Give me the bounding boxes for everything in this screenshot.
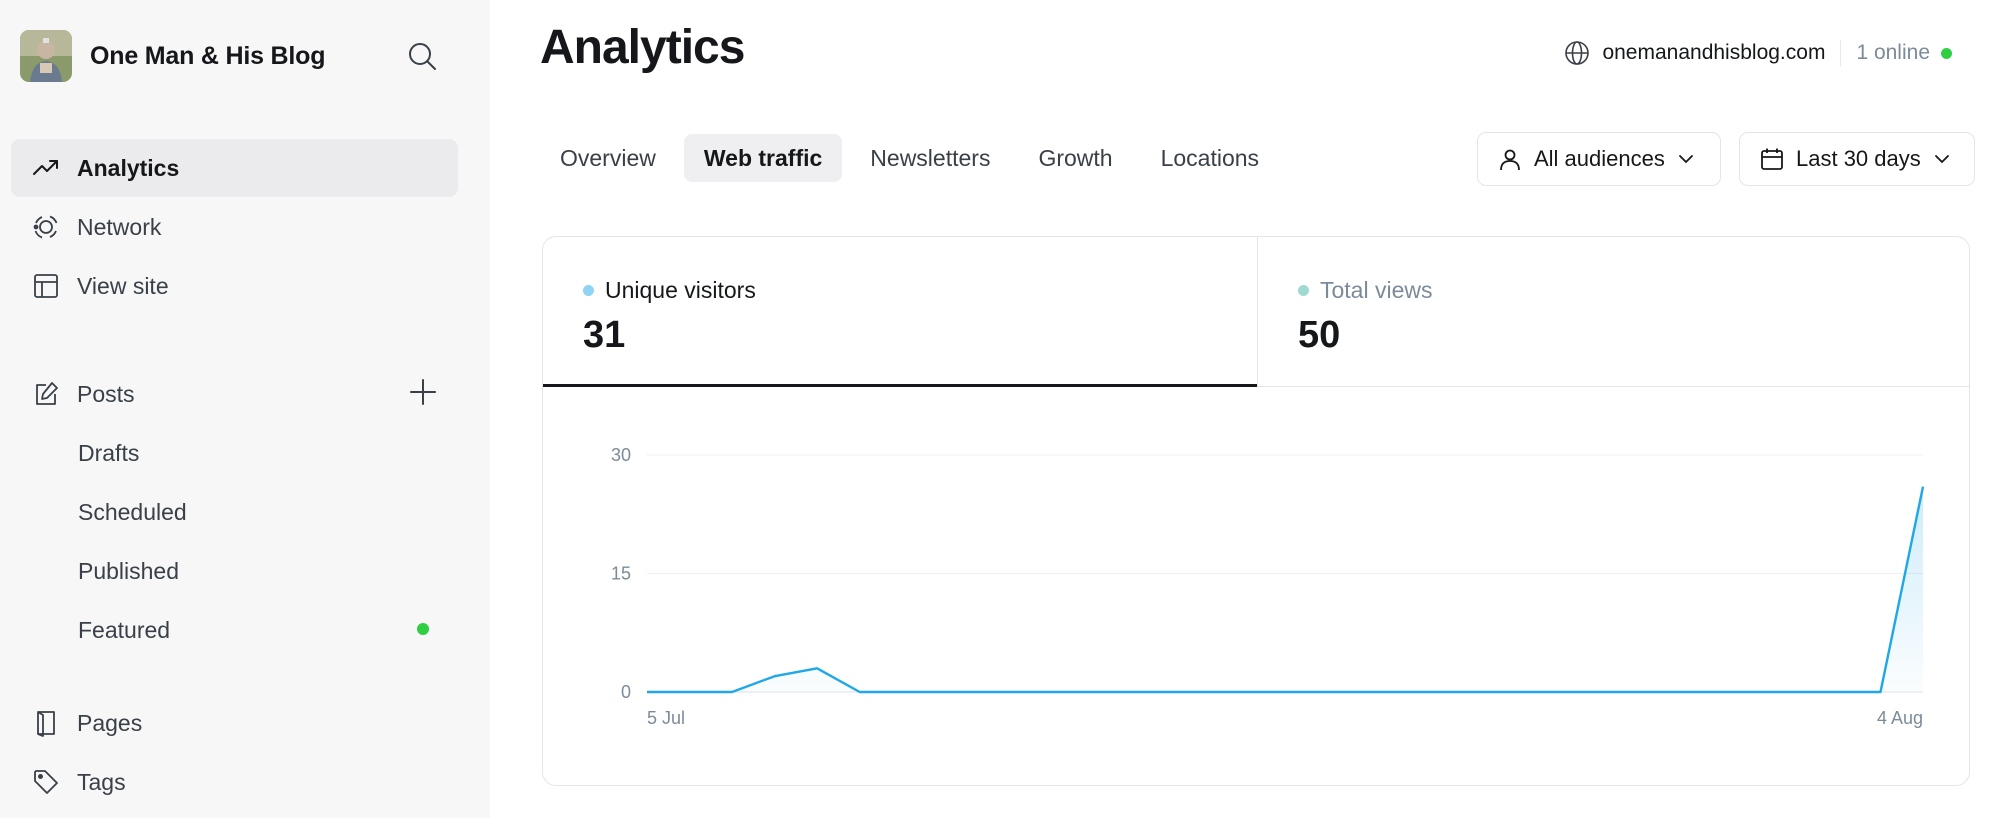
sidebar-item-drafts[interactable]: Drafts <box>11 427 458 479</box>
tab-locations[interactable]: Locations <box>1160 144 1260 171</box>
series-dot <box>583 285 594 296</box>
online-count: 1 online <box>1856 41 1930 64</box>
page-title: Analytics <box>540 21 745 74</box>
sidebar-item-scheduled[interactable]: Scheduled <box>11 486 458 538</box>
globe-icon <box>1565 41 1590 65</box>
date-range-dropdown[interactable]: Last 30 days <box>1739 132 1975 186</box>
sidebar-item-posts[interactable]: Posts <box>11 365 458 423</box>
sidebar-item-published[interactable]: Published <box>11 545 458 597</box>
sidebar-item-tags[interactable]: Tags <box>11 753 458 811</box>
kpi-value: 50 <box>1298 314 1341 356</box>
kpi-unique-visitors[interactable]: Unique visitors 31 <box>543 237 1257 387</box>
layout-icon <box>31 271 61 301</box>
x-tick-label: 4 Aug <box>1877 708 1923 728</box>
network-icon <box>31 212 61 242</box>
search-button[interactable] <box>402 36 442 76</box>
sidebar-item-label: Pages <box>77 709 143 736</box>
series-line <box>647 486 1925 694</box>
sidebar: One Man & His Blog Analytics <box>0 0 490 818</box>
new-post-button[interactable] <box>405 374 441 410</box>
blog-name: One Man & His Blog <box>90 41 326 70</box>
audience-filter-value: All audiences <box>1534 146 1665 171</box>
sidebar-item-featured[interactable]: Featured <box>11 604 458 656</box>
chevron-down-icon <box>1933 150 1951 168</box>
sidebar-item-label: Published <box>78 557 180 584</box>
kpi-label: Unique visitors <box>605 277 756 303</box>
tab-newsletters[interactable]: Newsletters <box>870 144 991 171</box>
sidebar-item-label: Featured <box>78 616 171 643</box>
kpi-value: 31 <box>583 314 626 356</box>
search-icon <box>409 43 436 70</box>
x-tick-label: 5 Jul <box>647 708 685 728</box>
date-range-value: Last 30 days <box>1796 146 1921 171</box>
web-traffic-card-box: Unique visitors 31 Total views 50 <box>542 236 1970 786</box>
series-area <box>647 486 1923 692</box>
sidebar-item-analytics[interactable]: Analytics <box>11 139 458 197</box>
tag-icon <box>31 767 61 797</box>
book-icon <box>31 708 61 738</box>
y-tick-label: 30 <box>611 445 631 465</box>
tab-overview[interactable]: Overview <box>560 144 656 171</box>
series-dot <box>1298 285 1309 296</box>
user-icon <box>1498 147 1522 171</box>
tab-growth[interactable]: Growth <box>1038 144 1113 171</box>
sidebar-item-pages[interactable]: Pages <box>11 694 458 752</box>
site-url-link[interactable]: onemanandhisblog.com <box>1602 41 1826 64</box>
site-info: onemanandhisblog.com 1 online <box>1564 38 1952 68</box>
kpi-total-views[interactable]: Total views 50 <box>1257 237 1969 387</box>
sidebar-item-label: Drafts <box>78 439 140 466</box>
visitors-chart: 0 15 30 5 Jul 4 Aug <box>543 387 1969 785</box>
brand[interactable]: One Man & His Blog <box>20 30 326 82</box>
tab-web-traffic[interactable]: Web traffic <box>683 134 843 182</box>
sidebar-item-view-site[interactable]: View site <box>11 257 458 315</box>
kpi-label: Total views <box>1320 277 1433 303</box>
calendar-icon <box>1760 147 1784 171</box>
divider <box>1840 40 1842 66</box>
blog-avatar <box>20 30 72 82</box>
visitors-chart-svg: 0 15 30 5 Jul 4 Aug <box>611 445 1925 728</box>
chevron-down-icon <box>1677 150 1695 168</box>
analytics-tabs: Overview Web traffic Newsletters Growth … <box>540 134 1287 182</box>
main-content: Analytics onemanandhisblog.com 1 online … <box>490 0 2000 818</box>
trending-up-icon <box>31 153 61 183</box>
audience-filter-dropdown[interactable]: All audiences <box>1477 132 1721 186</box>
sidebar-item-label: Scheduled <box>78 498 187 525</box>
sidebar-item-label: Tags <box>77 768 126 795</box>
featured-status-dot <box>417 623 429 635</box>
sidebar-item-label: View site <box>77 272 169 299</box>
edit-icon <box>31 379 61 409</box>
y-tick-label: 0 <box>621 682 631 702</box>
sidebar-item-label: Network <box>77 213 162 240</box>
plus-icon <box>410 379 436 405</box>
sidebar-item-label: Analytics <box>77 154 180 181</box>
y-tick-label: 15 <box>611 564 631 584</box>
web-traffic-card: Unique visitors 31 Total views 50 <box>542 236 2000 786</box>
sidebar-item-network[interactable]: Network <box>11 198 458 256</box>
sidebar-item-label: Posts <box>77 380 135 407</box>
online-status-dot <box>1941 47 1952 59</box>
